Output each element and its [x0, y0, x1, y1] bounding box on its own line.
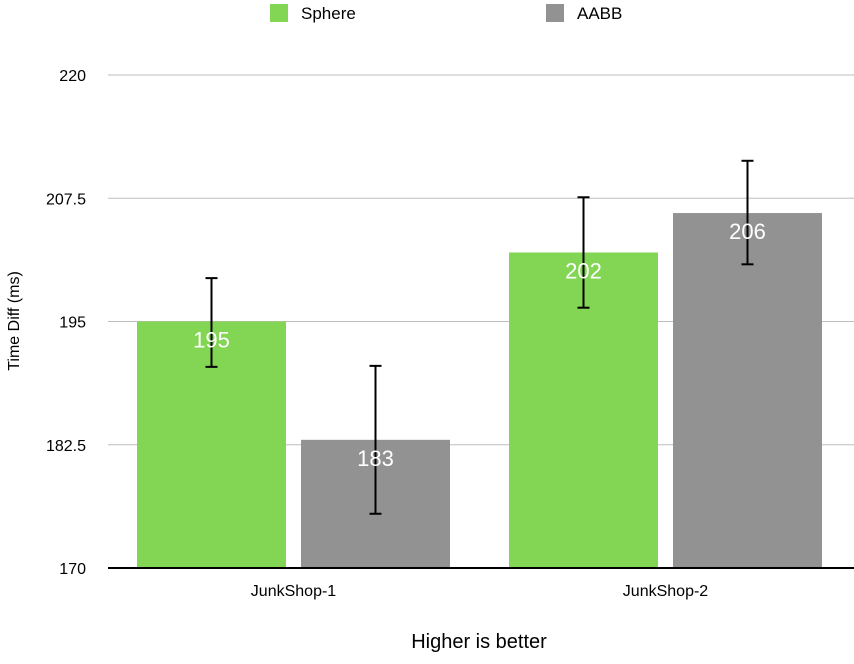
y-tick-label: 182.5	[46, 438, 86, 455]
x-category-label: JunkShop-1	[251, 583, 336, 600]
y-tick-label: 170	[59, 561, 86, 578]
bar-value-label: 195	[193, 328, 230, 353]
y-axis-label: Time Diff (ms)	[6, 271, 23, 371]
legend-item-sphere: Sphere	[270, 4, 356, 23]
legend-item-aabb: AABB	[546, 4, 622, 23]
bar-aabb-junkshop-2	[673, 213, 822, 569]
x-axis-categories: JunkShop-1 JunkShop-2	[251, 583, 708, 600]
y-tick-label: 220	[59, 68, 86, 85]
error-bars	[205, 159, 754, 515]
legend-swatch	[546, 4, 564, 22]
x-axis-label: Higher is better	[411, 631, 547, 653]
x-category-label: JunkShop-2	[623, 583, 708, 600]
y-axis-ticks: 170 182.5 195 207.5 220	[46, 68, 86, 578]
bars	[137, 213, 822, 569]
bar-value-label: 183	[357, 446, 394, 471]
legend-swatch	[270, 4, 288, 22]
bar-value-label: 206	[729, 219, 766, 244]
legend-label: AABB	[577, 4, 622, 23]
y-tick-label: 207.5	[46, 191, 86, 208]
legend: Sphere AABB	[270, 4, 622, 23]
value-labels: 195 183 202 206	[193, 219, 766, 471]
legend-label: Sphere	[301, 4, 356, 23]
y-tick-label: 195	[59, 315, 86, 332]
bar-value-label: 202	[565, 258, 602, 283]
